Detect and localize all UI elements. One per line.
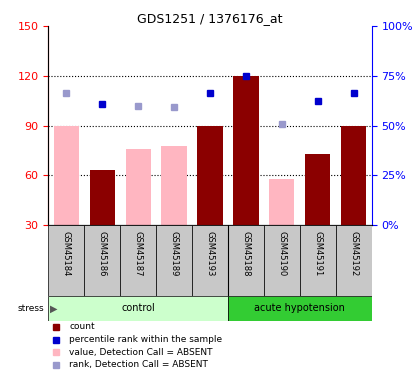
Bar [336, 225, 372, 296]
Text: value, Detection Call = ABSENT: value, Detection Call = ABSENT [69, 348, 213, 357]
Text: stress: stress [18, 304, 44, 313]
Text: GSM45191: GSM45191 [313, 231, 322, 276]
Text: control: control [121, 303, 155, 313]
Text: GSM45192: GSM45192 [349, 231, 358, 276]
Bar [48, 225, 84, 296]
Bar [192, 225, 228, 296]
Text: GSM45193: GSM45193 [205, 231, 215, 276]
Bar [162, 146, 186, 225]
Bar [84, 225, 120, 296]
Text: GSM45187: GSM45187 [134, 231, 143, 276]
Bar [89, 170, 115, 225]
Bar [54, 126, 79, 225]
Bar [156, 225, 192, 296]
Bar [126, 149, 151, 225]
Bar [120, 225, 156, 296]
Text: GSM45186: GSM45186 [98, 231, 107, 276]
Text: count: count [69, 322, 95, 332]
Bar [228, 225, 264, 296]
Bar [300, 225, 336, 296]
Bar [48, 296, 228, 321]
Text: acute hypotension: acute hypotension [255, 303, 345, 313]
Text: GSM45184: GSM45184 [62, 231, 71, 276]
Bar [234, 76, 259, 225]
Text: percentile rank within the sample: percentile rank within the sample [69, 335, 223, 344]
Bar [264, 225, 300, 296]
Text: ▶: ▶ [50, 303, 58, 313]
Bar [197, 126, 223, 225]
Text: rank, Detection Call = ABSENT: rank, Detection Call = ABSENT [69, 360, 208, 369]
Bar [305, 154, 331, 225]
Bar [228, 296, 372, 321]
Text: GSM45189: GSM45189 [170, 231, 178, 276]
Bar [341, 126, 366, 225]
Title: GDS1251 / 1376176_at: GDS1251 / 1376176_at [137, 12, 283, 25]
Text: GSM45188: GSM45188 [241, 231, 250, 276]
Bar [269, 178, 294, 225]
Text: GSM45190: GSM45190 [277, 231, 286, 276]
